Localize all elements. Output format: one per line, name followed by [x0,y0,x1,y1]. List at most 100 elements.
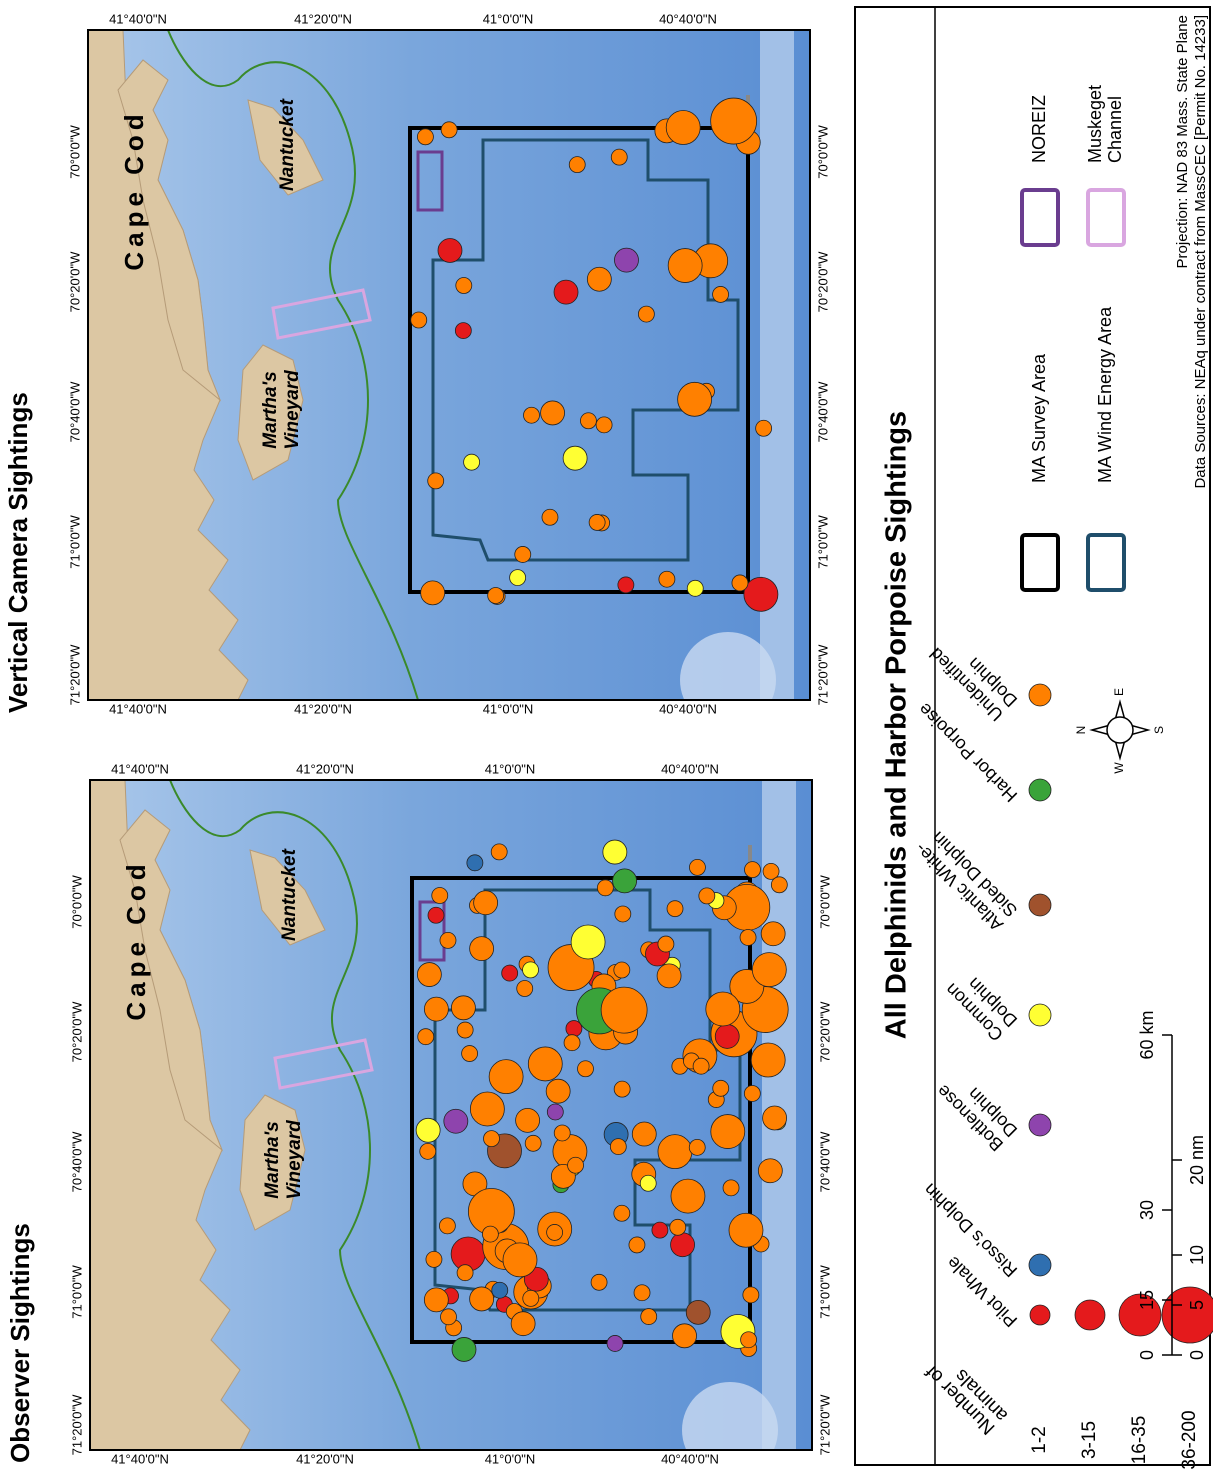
sighting [452,1337,476,1361]
sighting [713,286,729,302]
sighting [503,1243,537,1277]
sighting [418,1029,434,1045]
sighting [456,278,472,294]
sighting [428,907,444,923]
place-label: Nantucket [277,98,298,191]
compass-letter: E [1112,688,1126,696]
sighting [667,901,683,917]
lon-label: 71°0'0"W [817,1265,832,1319]
sighting [744,577,778,611]
sighting [744,862,760,878]
sighting [743,1287,759,1303]
sighting [614,1205,630,1221]
sighting [444,1109,468,1133]
sighting [528,1047,562,1081]
sighting [424,997,448,1021]
lat-label: 40°40'0"N [661,761,719,776]
species-symbol [1029,684,1051,706]
size-class-label: 3-15 [1079,1421,1100,1459]
sighting [614,1081,630,1097]
sighting [577,1061,593,1077]
lat-label: 41°20'0"N [294,701,352,716]
lat-label: 41°20'0"N [296,761,354,776]
landscape-frame: Observer SightingsCape CodMartha'sVineya… [3,7,1213,1473]
sighting [771,877,787,893]
size-class-label: 36-200 [1179,1410,1200,1469]
sighting [693,1058,709,1074]
sighting [629,1237,645,1253]
compass-letter: W [1112,762,1126,774]
sighting [678,382,712,416]
sighting [589,514,605,530]
sighting [510,570,526,586]
sighting [751,1043,785,1077]
panel-title: Vertical Camera Sightings [3,392,33,713]
sighting [706,992,740,1026]
sighting [428,473,444,489]
sighting [741,1332,757,1348]
sighting [658,1135,692,1169]
area-label: MA Survey Area [1029,353,1049,483]
scale-label: 15 [1137,1290,1157,1310]
sighting [421,581,445,605]
sighting [411,312,427,328]
sighting [438,238,462,262]
sighting [541,401,565,425]
sighting [640,1175,656,1191]
sighting [659,571,675,587]
lat-label: 41°0'0"N [483,701,534,716]
sighting [597,880,613,896]
lon-label: 70°0'0"W [69,875,84,929]
sighting [484,1131,500,1147]
lon-label: 70°0'0"W [67,125,82,179]
sighting [658,936,674,952]
sighting [563,446,587,470]
lon-label: 70°40'0"W [67,381,82,442]
compass-ring [1107,717,1133,743]
sighting [729,1213,763,1247]
lon-label: 71°20'0"W [817,1394,832,1455]
area-label: MA Wind Energy Area [1095,306,1115,483]
size-class-label: 16-35 [1129,1416,1150,1465]
sighting [761,922,785,946]
lon-label: 71°0'0"W [815,515,830,569]
sighting [554,1125,570,1141]
sighting [482,1226,498,1242]
sighting [758,1159,782,1183]
figure: Observer SightingsCape CodMartha'sVineya… [0,0,1213,1473]
sighting [457,1022,473,1038]
sighting [554,280,578,304]
area-label: Channel [1105,96,1125,163]
sighting [511,1312,535,1336]
place-label: Vineyard [282,370,303,450]
scale-label: 0 [1137,1350,1157,1360]
sources-note: Data Sources: NEAq under contract from M… [1192,15,1209,489]
sighting [523,962,539,978]
lat-label: 41°0'0"N [485,1451,536,1466]
sighting [432,888,448,904]
lon-label: 71°20'0"W [69,1394,84,1455]
scale-label: 5 [1187,1300,1207,1310]
sighting [420,1143,436,1159]
sighting [744,1085,760,1101]
scale-label: 30 [1137,1200,1157,1220]
sighting [426,1251,442,1267]
place-label: Cape Cod [119,109,149,270]
sighting [666,111,700,145]
scale-label: 10 [1187,1245,1207,1265]
sighting [516,1108,540,1132]
lon-label: 70°0'0"W [815,125,830,179]
sighting [440,932,456,948]
sighting [673,1324,697,1348]
sighting [711,1115,745,1149]
sighting [542,509,558,525]
lat-label: 41°40'0"N [109,11,167,26]
sighting [546,1079,570,1103]
scale-label: 60 km [1137,1010,1157,1059]
sighting [671,1233,695,1257]
projection-note: Projection: NAD 83 Mass. State Plane [1174,15,1191,268]
sighting [756,420,772,436]
map-panel: Cape CodMartha'sVineyardNantucket71°20'0… [67,11,830,728]
